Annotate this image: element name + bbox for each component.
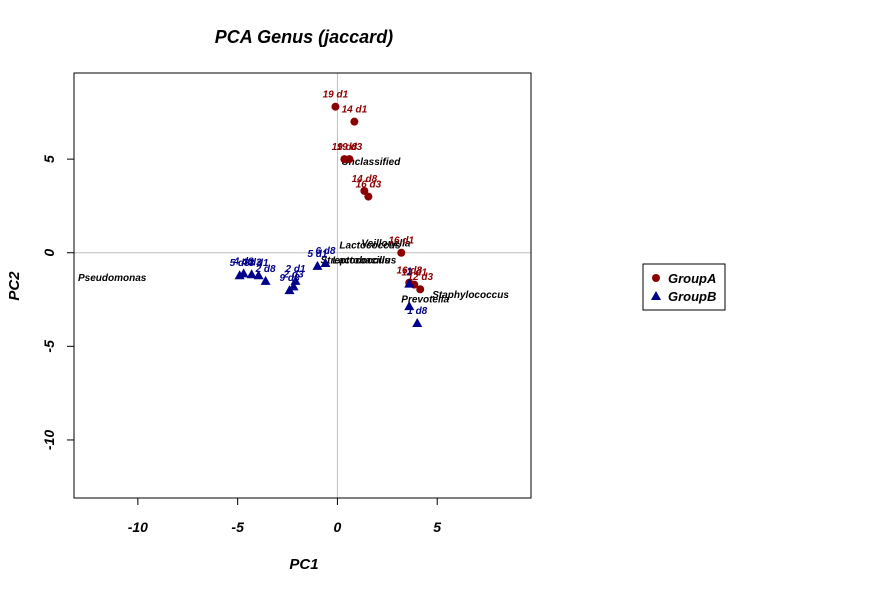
point-label: 19 d3: [337, 142, 363, 153]
point-label: 4 d3: [241, 257, 262, 268]
point-label: 1: [406, 267, 412, 278]
data-point-groupa: [331, 102, 340, 111]
legend-label-groupb: GroupB: [668, 289, 716, 304]
legend-marker-groupa: [652, 274, 660, 282]
point-label: 14 d8: [352, 174, 378, 185]
data-point-groupb: [288, 281, 299, 291]
point-label: 16 d8: [396, 266, 422, 277]
data-point-groupb: [253, 270, 264, 280]
x-tick-label: -5: [231, 519, 244, 535]
data-point-groupb: [290, 275, 301, 285]
data-point-groupa: [416, 285, 425, 294]
chart-legend: GroupA GroupB: [642, 263, 726, 311]
data-point-groupb: [312, 260, 323, 270]
data-point-groupb: [238, 268, 249, 278]
point-label: 5 d3: [230, 258, 250, 269]
data-point-groupb: [246, 269, 257, 279]
taxon-label: Veillonella: [361, 238, 411, 249]
point-label: 16 d1: [388, 236, 414, 247]
x-tick-label: 5: [433, 519, 441, 535]
y-axis-title: PC2: [6, 271, 23, 301]
point-label: 19 d8: [332, 142, 358, 153]
y-tick-label: 5: [41, 155, 57, 163]
y-tick-label: -10: [41, 430, 57, 450]
taxon-label: Streptococcus: [320, 255, 390, 266]
legend-label-groupa: GroupA: [668, 271, 716, 286]
point-label: 12 d3: [407, 272, 433, 283]
data-point-groupb: [404, 278, 415, 288]
data-point-groupa: [360, 186, 369, 195]
data-point-groupa: [350, 117, 359, 126]
point-label: 12 d1: [401, 268, 427, 279]
taxon-label: Lactobacillus: [332, 255, 396, 266]
point-label: 4 d8: [233, 256, 254, 267]
point-label: 2 d3: [283, 269, 304, 280]
chart-title: PCA Genus (jaccard): [215, 27, 393, 47]
legend-box: [642, 263, 726, 311]
taxon-label: Pseudomonas: [78, 273, 147, 284]
x-axis-title: PC1: [289, 556, 318, 573]
y-tick-label: -5: [41, 340, 57, 353]
point-label: 2 d8: [255, 264, 276, 275]
taxon-label: Staphylococcus: [432, 290, 509, 301]
point-label: 16 d3: [356, 180, 382, 191]
data-point-groupb: [404, 301, 415, 311]
data-point-groupb: [412, 317, 423, 327]
y-tick-label: 0: [41, 249, 57, 257]
plot-frame: [73, 72, 532, 499]
point-label: 9 d8: [280, 273, 300, 284]
point-label: 14 d1: [342, 105, 368, 116]
point-label: 5 d1: [307, 249, 327, 260]
x-tick-label: 0: [334, 519, 342, 535]
data-point-groupa: [364, 192, 373, 201]
point-label: 1 d8: [407, 306, 427, 317]
data-point-groupb: [260, 275, 271, 285]
taxon-label: Unclassified: [341, 157, 401, 168]
taxon-label: Lactococcus: [339, 240, 401, 251]
plot-layer: -10 -5 0 5 -10 -5 0 5 Pseudomonas Unclassified Lac…: [41, 72, 532, 535]
legend-marker-groupb: [651, 291, 661, 300]
data-point-groupb: [320, 258, 331, 268]
point-label: 19 d1: [323, 90, 349, 101]
point-label: 6 d8: [315, 246, 335, 257]
point-label: 2 d1: [285, 264, 306, 275]
taxon-label: Prevotella: [401, 295, 449, 306]
data-point-groupa: [397, 248, 406, 257]
x-tick-label: -10: [128, 519, 148, 535]
data-point-groupa: [345, 155, 354, 164]
point-label: 3 d1: [249, 258, 269, 269]
